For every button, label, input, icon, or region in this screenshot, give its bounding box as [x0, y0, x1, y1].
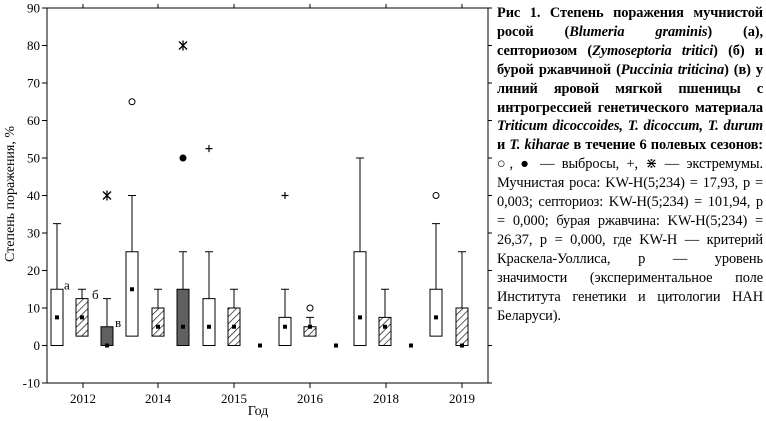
box-2012-leaf_rust	[100, 298, 114, 348]
box-2019-powdery_mildew	[429, 223, 443, 337]
median-marker	[105, 343, 109, 348]
box-iqr	[278, 316, 292, 346]
median-marker	[283, 324, 287, 329]
box-iqr	[455, 307, 469, 346]
median-marker	[358, 315, 362, 320]
caption-stats: Мучнистая роса: KW-H(5;234) = 17,93, p =…	[497, 175, 763, 324]
y-tick-label: 50	[27, 151, 40, 166]
y-tick-label: 90	[27, 1, 40, 16]
median-marker	[232, 324, 236, 329]
x-tick-label: 2019	[449, 391, 475, 406]
box-2014-septoria	[151, 288, 165, 337]
plus-marker	[281, 192, 289, 199]
x-tick-label: 2015	[221, 391, 247, 406]
x-tick-label: 2018	[373, 391, 399, 406]
y-tick-label: 80	[27, 38, 40, 53]
extreme-marker	[102, 190, 112, 201]
species-list: Triticum dicoccoides, T. dicoccum, T. du…	[497, 118, 763, 135]
y-axis-title: Степень поражения, %	[3, 126, 18, 262]
box-iqr	[100, 326, 114, 346]
extreme-marker	[178, 40, 188, 51]
y-tick-label: 30	[27, 226, 40, 241]
outlier-marker	[128, 98, 136, 106]
box-plot-chart: -10 0 10 20 30 40 50 60 70 80 90 2012 2014 2015 2016 2…	[3, 1, 492, 419]
box-iqr	[429, 288, 443, 337]
box-2012-powdery_mildew	[50, 223, 64, 346]
box-2014-powdery_mildew	[125, 195, 139, 337]
median-marker	[156, 324, 160, 329]
pathogen-blumeria: Blumeria graminis	[569, 23, 708, 40]
box-2016-powdery_mildew	[278, 288, 292, 346]
series-letter-label: в	[115, 315, 121, 330]
median-marker	[181, 324, 185, 329]
caption-legend-text: ○, ● — выбросы, +, ⋇ — экстремумы.	[497, 156, 763, 173]
box-2016-septoria	[303, 316, 317, 337]
median-marker	[434, 315, 438, 320]
x-axis-title: Год	[248, 404, 269, 419]
outlier-marker	[432, 192, 440, 199]
y-tick-label: 70	[27, 76, 40, 91]
series-letter-label: б	[92, 287, 99, 302]
box-iqr	[151, 307, 165, 337]
median-marker	[383, 324, 387, 329]
median-marker	[460, 343, 464, 348]
median-marker	[308, 324, 312, 329]
pathogen-zymoseptoria: Zymoseptoria tritici	[592, 42, 714, 59]
box-2018-leaf_rust	[409, 343, 413, 348]
box-iqr	[176, 288, 190, 346]
y-tick-label: 60	[27, 113, 40, 128]
box-2012-septoria	[75, 288, 89, 337]
median-marker	[409, 343, 413, 348]
species-kiharae: T. kiharae	[509, 137, 570, 154]
figure-caption: Рис 1. Степень поражения мучнистой росой…	[497, 4, 763, 325]
box-iqr	[353, 251, 367, 346]
box-2015-leaf_rust	[258, 343, 262, 348]
caption-title: Рис 1. Степень поражения мучнистой росой…	[497, 5, 763, 154]
y-tick-label: 0	[34, 338, 41, 353]
median-marker	[130, 287, 134, 292]
box-2015-powdery_mildew	[202, 251, 216, 346]
box-iqr	[125, 251, 139, 337]
y-tick-label: 40	[27, 188, 40, 203]
series-letter-label: а	[64, 278, 70, 293]
y-tick-label: 10	[27, 301, 40, 316]
y-tick-label: -10	[23, 376, 40, 391]
median-marker	[80, 315, 84, 320]
box-2019-septoria	[455, 251, 469, 348]
box-2015-septoria	[227, 288, 241, 346]
x-tick-label: 2016	[297, 391, 324, 406]
median-marker	[258, 343, 262, 348]
box-iqr	[378, 316, 392, 346]
box-2018-septoria	[378, 288, 392, 346]
pathogen-puccinia: Puccinia triticina	[620, 61, 725, 78]
median-marker	[207, 324, 211, 329]
box-2016-leaf_rust	[334, 343, 338, 348]
outlier-marker	[179, 154, 187, 162]
box-2014-leaf_rust	[176, 251, 190, 346]
plus-marker	[205, 145, 213, 153]
outlier-marker	[306, 304, 314, 312]
x-tick-label: 2012	[70, 391, 96, 406]
box-iqr	[202, 298, 216, 346]
median-marker	[55, 315, 59, 320]
box-2018-powdery_mildew	[353, 157, 367, 346]
x-tick-label: 2014	[145, 391, 172, 406]
median-marker	[334, 343, 338, 348]
y-tick-label: 20	[27, 263, 40, 278]
